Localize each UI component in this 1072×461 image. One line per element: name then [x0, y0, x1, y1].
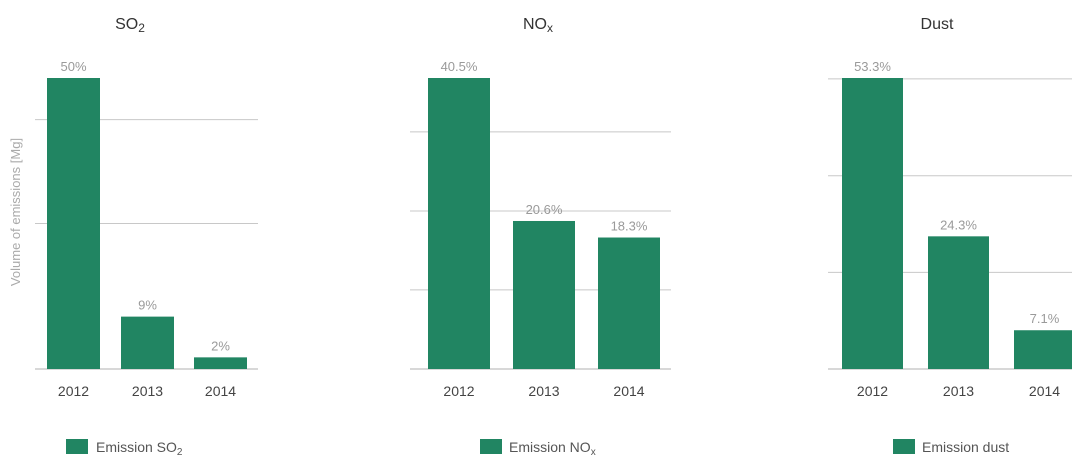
legend: Emission NOx [480, 439, 596, 458]
bar-2013 [513, 220, 575, 369]
legend-label-main: Emission SO [96, 439, 177, 455]
legend-swatch [66, 439, 88, 454]
legend-swatch [480, 439, 502, 454]
chart-title-main: Dust [921, 16, 954, 33]
x-tick-label: 2012 [58, 383, 89, 399]
legend-label-main: Emission dust [922, 439, 1009, 455]
data-label: 40.5% [441, 59, 478, 74]
data-label: 18.3% [611, 219, 648, 234]
x-tick-label: 2013 [943, 383, 974, 399]
bar-2012 [428, 78, 490, 369]
bar-2014 [598, 237, 660, 369]
chart-title: SO2 [115, 16, 145, 35]
x-tick-label: 2014 [613, 383, 644, 399]
chart-title-sub: 2 [138, 21, 145, 35]
data-label: 7.1% [1030, 311, 1060, 326]
data-label: 2% [211, 338, 230, 353]
legend: Emission SO2 [66, 439, 183, 458]
x-tick-label: 2012 [443, 383, 474, 399]
chart-title-sub: x [547, 21, 553, 35]
bar-2012 [842, 78, 903, 369]
chart-title-main: NO [523, 16, 547, 33]
bar-2014 [194, 357, 247, 369]
legend-label-main: Emission NO [509, 439, 591, 455]
legend-label: Emission dust [922, 439, 1009, 455]
chart-title-main: SO [115, 16, 138, 33]
chart-title: Dust [921, 16, 954, 33]
bar-2013 [121, 316, 174, 369]
x-tick-label: 2014 [1029, 383, 1060, 399]
legend-swatch [893, 439, 915, 454]
chart-dust: Dust 53.3% 2012 24.3% 2013 7.1% 2014 Emission d… [828, 16, 1072, 455]
chart-title: NOx [523, 16, 553, 35]
legend: Emission dust [893, 439, 1009, 455]
x-tick-label: 2012 [857, 383, 888, 399]
legend-label: Emission NOx [509, 439, 596, 458]
x-tick-label: 2014 [205, 383, 236, 399]
legend-label-sub: x [591, 447, 596, 458]
y-axis-label: Volume of emissions [Mg] [8, 138, 23, 286]
bar-2014 [1014, 330, 1072, 369]
data-label: 53.3% [854, 59, 891, 74]
data-label: 20.6% [526, 202, 563, 217]
x-tick-label: 2013 [132, 383, 163, 399]
x-tick-label: 2013 [528, 383, 559, 399]
legend-label: Emission SO2 [96, 439, 183, 458]
data-label: 9% [138, 298, 157, 313]
bar-2012 [47, 78, 100, 369]
legend-label-sub: 2 [177, 447, 183, 458]
data-label: 50% [60, 59, 86, 74]
bar-2013 [928, 236, 989, 369]
data-label: 24.3% [940, 217, 977, 232]
